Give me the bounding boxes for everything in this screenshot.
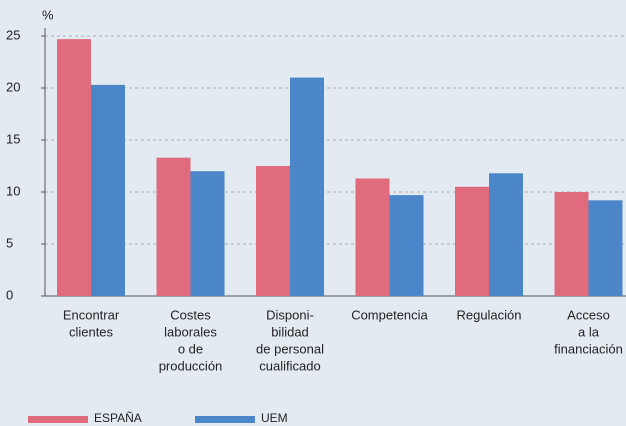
x-tick-label: Acceso [567,307,610,322]
legend-swatch [195,416,255,423]
bar [156,157,191,296]
bar [91,84,125,296]
x-tick-label: producción [159,358,223,373]
legend-label: UEM [261,411,288,425]
x-tick-label: Encontrar [63,307,120,322]
x-tick-label: laborales [164,324,217,339]
bar [290,77,324,296]
x-tick-label: o de [178,341,203,356]
bar [355,178,390,296]
x-tick-label: Costes [170,307,211,322]
x-tick-label: Competencia [351,307,428,322]
bar [489,173,523,296]
bar [256,166,290,296]
y-tick-label: 5 [6,235,13,250]
y-tick-label: 15 [6,131,20,146]
x-tick-label: financiación [554,341,623,356]
bar [588,200,623,296]
legend-label: ESPAÑA [94,411,142,425]
bar [57,39,91,297]
x-tick-label: de personal [256,341,324,356]
y-tick-label: 10 [6,183,20,198]
x-tick-label: bilidad [271,324,309,339]
x-tick-label: cualificado [259,358,320,373]
x-tick-label: Regulación [456,307,521,322]
bar [554,192,589,296]
x-tick-label: a la [578,324,600,339]
legend-swatch [28,416,88,423]
x-tick-label: Disponi- [266,307,314,322]
y-tick-label: 25 [6,27,20,42]
bar [190,171,225,296]
bar [389,195,424,296]
x-tick-label: clientes [69,324,114,339]
y-axis-unit: % [42,7,54,22]
y-tick-label: 0 [6,287,13,302]
bar [455,186,489,296]
y-tick-label: 20 [6,79,20,94]
